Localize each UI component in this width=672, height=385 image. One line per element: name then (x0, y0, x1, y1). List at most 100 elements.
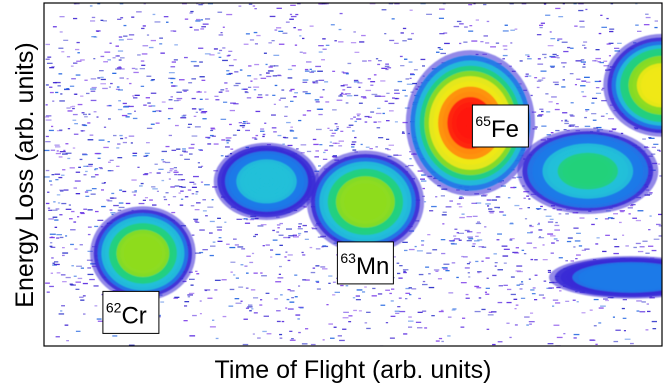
noise-speck (88, 163, 93, 166)
noise-speck (162, 161, 166, 163)
noise-speck (447, 316, 452, 318)
noise-speck (123, 35, 128, 37)
noise-speck (538, 229, 543, 231)
noise-speck (218, 237, 222, 239)
noise-speck (488, 208, 493, 210)
noise-speck (244, 91, 249, 94)
noise-speck (254, 138, 258, 140)
noise-speck (606, 43, 611, 45)
noise-speck (64, 88, 69, 90)
noise-speck (388, 102, 395, 105)
noise-speck (570, 47, 574, 49)
noise-speck (601, 89, 604, 91)
noise-speck (534, 299, 538, 301)
noise-speck (276, 320, 281, 323)
noise-speck (600, 14, 603, 16)
noise-speck (58, 73, 63, 75)
noise-speck (246, 97, 252, 99)
noise-speck (408, 320, 414, 322)
noise-speck (312, 80, 318, 83)
noise-speck (331, 156, 337, 158)
noise-speck (233, 84, 239, 87)
noise-speck (311, 227, 314, 229)
noise-speck (273, 54, 280, 56)
noise-speck (367, 78, 371, 80)
noise-speck (217, 52, 221, 54)
noise-speck (230, 148, 234, 150)
noise-speck (606, 17, 609, 20)
noise-speck (647, 310, 651, 313)
noise-speck (387, 67, 392, 69)
noise-speck (87, 233, 91, 236)
noise-speck (198, 47, 204, 49)
noise-speck (48, 209, 52, 211)
noise-speck (132, 152, 138, 154)
noise-speck (284, 256, 287, 258)
noise-speck (332, 155, 337, 157)
noise-speck (188, 292, 195, 295)
noise-speck (205, 18, 211, 20)
noise-speck (260, 272, 263, 274)
noise-speck (441, 340, 444, 343)
noise-speck (286, 228, 292, 230)
noise-speck (445, 206, 452, 208)
noise-speck (91, 86, 97, 89)
noise-speck (601, 87, 605, 89)
noise-speck (279, 333, 283, 336)
noise-speck (408, 248, 415, 251)
noise-speck (82, 154, 88, 156)
noise-speck (49, 285, 54, 288)
noise-speck (614, 50, 620, 52)
plot-frame (43, 2, 663, 347)
noise-speck (158, 168, 164, 170)
noise-speck (402, 121, 408, 124)
noise-speck (458, 239, 462, 241)
noise-speck (338, 140, 344, 142)
noise-speck (550, 252, 554, 254)
noise-speck (564, 120, 569, 122)
noise-speck (377, 293, 383, 295)
noise-speck (466, 216, 472, 218)
noise-speck (97, 157, 101, 159)
noise-speck (657, 149, 660, 151)
noise-speck (364, 286, 367, 288)
noise-speck (247, 75, 252, 77)
noise-speck (351, 146, 355, 148)
noise-speck (514, 252, 520, 254)
noise-speck (584, 248, 590, 250)
noise-speck (188, 147, 195, 149)
noise-speck (474, 310, 481, 313)
noise-speck (411, 32, 414, 35)
noise-speck (262, 245, 265, 247)
noise-speck (190, 143, 195, 146)
noise-speck (276, 224, 281, 226)
noise-speck (87, 122, 91, 124)
noise-speck (399, 55, 403, 58)
noise-speck (289, 330, 293, 332)
noise-speck (82, 282, 88, 285)
noise-speck (380, 80, 386, 82)
noise-speck (512, 177, 516, 179)
noise-speck (313, 143, 319, 146)
noise-speck (201, 26, 206, 28)
noise-speck (201, 165, 204, 167)
noise-speck (609, 28, 615, 30)
noise-speck (302, 224, 307, 227)
noise-speck (174, 296, 180, 298)
noise-speck (438, 17, 444, 19)
noise-speck (287, 77, 293, 79)
noise-speck (263, 315, 269, 317)
noise-speck (471, 202, 478, 204)
noise-speck (209, 254, 214, 257)
noise-speck (338, 95, 343, 97)
noise-speck (575, 258, 578, 260)
noise-speck (586, 81, 591, 83)
noise-speck (421, 180, 427, 182)
noise-speck (109, 159, 114, 161)
noise-speck (481, 260, 484, 262)
noise-speck (270, 256, 273, 258)
noise-speck (268, 42, 272, 44)
noise-speck (84, 116, 88, 118)
noise-speck (410, 73, 414, 75)
noise-speck (169, 170, 173, 172)
